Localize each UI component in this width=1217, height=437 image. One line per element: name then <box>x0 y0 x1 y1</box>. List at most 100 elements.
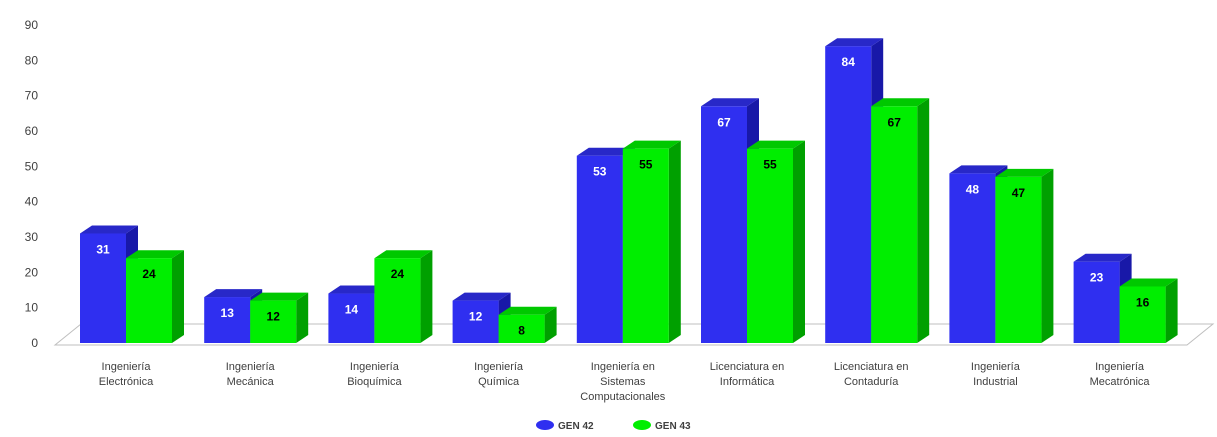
bar-front <box>825 46 872 343</box>
bar-front <box>747 148 793 343</box>
x-tick-label: Ingeniería Mecánica <box>226 361 276 388</box>
bar-top <box>80 225 138 234</box>
data-label: 55 <box>763 158 777 172</box>
bar: 8 <box>498 306 557 343</box>
bar: 55 <box>622 140 681 343</box>
bar-side <box>172 250 184 343</box>
bar-front <box>576 155 623 343</box>
bar-side <box>1165 278 1178 343</box>
bar: 47 <box>995 168 1054 343</box>
y-tick-label: 70 <box>25 89 39 103</box>
legend-swatch <box>536 420 554 430</box>
bar-side <box>668 140 681 343</box>
bar-front <box>1073 261 1120 343</box>
data-label: 67 <box>888 115 902 129</box>
data-label: 12 <box>267 310 281 324</box>
bar-front <box>949 173 996 343</box>
x-axis: Ingeniería Electrónica Ingeniería Mecánica I… <box>99 361 1151 403</box>
bar-side <box>420 250 433 343</box>
bar-top <box>328 285 387 294</box>
bar: 12 <box>250 292 309 343</box>
data-label: 12 <box>469 310 483 324</box>
bar-front <box>622 148 669 343</box>
data-label: 23 <box>1090 271 1104 285</box>
data-label: 24 <box>142 267 156 281</box>
bar: 67 <box>871 98 930 344</box>
bar-top <box>871 98 930 107</box>
bar-front <box>204 297 251 343</box>
bar-side <box>544 306 557 343</box>
y-tick-label: 10 <box>25 301 39 315</box>
bar-front <box>452 300 499 343</box>
data-label: 48 <box>966 182 980 196</box>
x-tick-label: Ingeniería en Sistemas Computacionales <box>580 361 665 403</box>
legend-swatch <box>633 420 651 430</box>
bar-top <box>1119 278 1178 287</box>
bar: 55 <box>747 140 805 343</box>
data-label: 47 <box>1012 186 1026 200</box>
bar-front <box>328 293 375 343</box>
bar-side <box>1041 168 1054 343</box>
bar-front <box>871 106 918 344</box>
data-label: 16 <box>1136 295 1150 309</box>
y-tick-label: 60 <box>25 124 39 138</box>
bar-top <box>1073 253 1132 262</box>
bar-top <box>747 140 805 149</box>
y-tick-label: 50 <box>25 159 39 173</box>
bar: 16 <box>1119 278 1178 343</box>
bar-top <box>498 306 557 315</box>
bar-top <box>949 165 1008 174</box>
bar-top <box>995 168 1054 177</box>
x-tick-label: Licenciatura en Informática <box>710 361 785 388</box>
legend: GEN 42 GEN 43 <box>536 420 691 432</box>
data-label: 67 <box>717 115 731 129</box>
data-label: 55 <box>639 158 653 172</box>
bar-front <box>80 233 126 343</box>
data-label: 84 <box>842 55 856 69</box>
bar-front <box>374 258 421 343</box>
data-label: 53 <box>593 165 607 179</box>
x-tick-label: Licenciatura en Contaduría <box>834 361 909 388</box>
bar-front <box>995 176 1042 343</box>
y-tick-label: 0 <box>31 336 38 350</box>
x-tick-label: Ingeniería Mecatrónica <box>1090 361 1151 388</box>
bar: 24 <box>126 250 184 343</box>
y-tick-label: 30 <box>25 230 39 244</box>
bar-front <box>701 106 747 344</box>
bar-side <box>296 292 309 343</box>
bar-top <box>250 292 309 301</box>
legend-item: GEN 43 <box>633 420 691 432</box>
data-label: 14 <box>345 303 359 317</box>
bar-top <box>622 140 681 149</box>
bar-front <box>1119 286 1166 343</box>
x-tick-label: Ingeniería Industrial <box>971 361 1021 388</box>
bar-top <box>374 250 433 259</box>
legend-label: GEN 43 <box>655 421 691 432</box>
x-tick-label: Ingeniería Química <box>474 361 524 388</box>
bar-side <box>793 140 805 343</box>
y-tick-label: 90 <box>25 18 39 32</box>
y-tick-label: 20 <box>25 265 39 279</box>
y-axis: 0 10 20 30 40 50 60 70 80 90 <box>25 18 39 350</box>
bar-top <box>204 289 263 298</box>
data-label: 13 <box>221 306 235 320</box>
y-tick-label: 80 <box>25 53 39 67</box>
legend-item: GEN 42 <box>536 420 594 432</box>
x-tick-label: Ingeniería Bioquímica <box>347 361 402 388</box>
data-label: 8 <box>518 324 525 338</box>
y-tick-label: 40 <box>25 195 39 209</box>
bar-front <box>126 258 172 343</box>
bar-front <box>250 300 297 343</box>
legend-label: GEN 42 <box>558 421 594 432</box>
bar: 24 <box>374 250 433 343</box>
data-label: 24 <box>391 267 405 281</box>
bars: 31 24 13 12 14 24 12 8 53 55 67 55 84 67 48 47 23 16 <box>80 38 1178 344</box>
bar-top <box>701 98 759 107</box>
bar-top <box>452 292 511 301</box>
bar-top <box>825 38 884 47</box>
bar-side <box>917 98 930 344</box>
x-tick-label: Ingeniería Electrónica <box>99 361 154 388</box>
bar-top <box>126 250 184 259</box>
data-label: 31 <box>96 242 110 256</box>
